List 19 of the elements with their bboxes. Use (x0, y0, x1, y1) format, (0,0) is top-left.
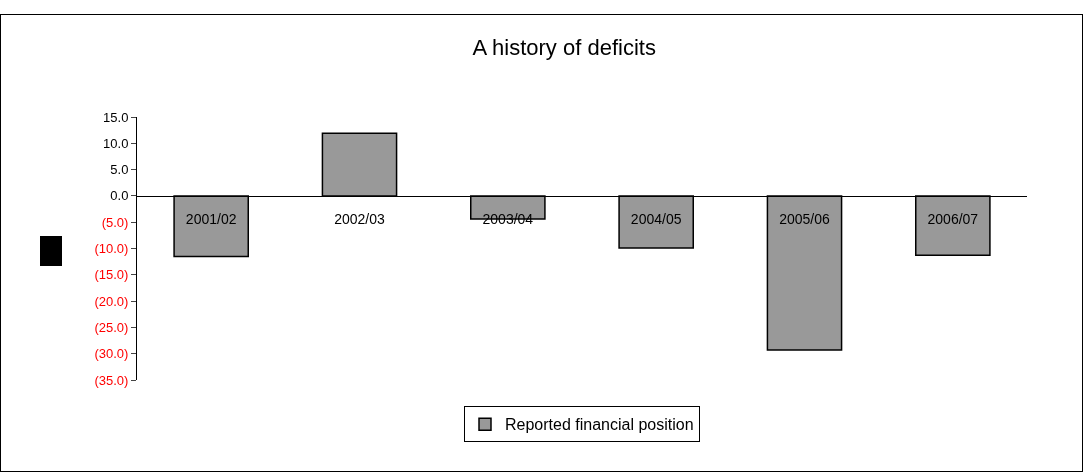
x-tick-label: 2005/06 (779, 210, 831, 227)
x-tick-label: 2001/02 (185, 210, 237, 227)
x-tick-label: 2006/07 (927, 210, 979, 227)
chart-title: A history of deficits (472, 35, 656, 61)
y-tick-label: 5.0 (110, 162, 129, 178)
y-tick-label: (25.0) (94, 319, 129, 335)
y-tick-label: (5.0) (101, 214, 129, 230)
x-tick-label: 2003/04 (482, 210, 534, 227)
y-tick-label: (10.0) (94, 241, 129, 257)
y-tick-label: (30.0) (94, 346, 129, 362)
x-tick-label: 2002/03 (334, 210, 386, 227)
y-tick-label: 0.0 (110, 188, 129, 204)
y-tick-label: (20.0) (94, 293, 129, 309)
y-tick-label: 10.0 (103, 135, 129, 151)
x-tick-label: 2004/05 (630, 210, 682, 227)
y-tick-label: 15.0 (103, 109, 129, 125)
y-tick-label: (35.0) (94, 372, 129, 388)
legend-label: Reported financial position (505, 416, 694, 434)
y-tick-label: (15.0) (94, 267, 129, 283)
